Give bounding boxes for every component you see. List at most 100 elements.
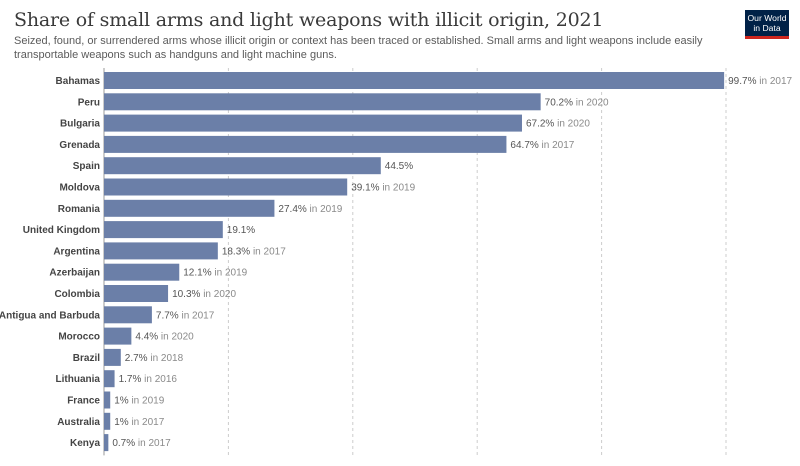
category-label: Australia (57, 417, 100, 428)
chart-title: Share of small arms and light weapons wi… (14, 9, 604, 31)
bar[interactable] (104, 412, 111, 430)
data-label: 39.1% in 2019 (351, 183, 415, 194)
bar[interactable] (104, 434, 109, 452)
category-label: Grenada (59, 140, 100, 151)
data-label: 44.5% (385, 161, 413, 172)
year-note: in 2018 (148, 353, 184, 364)
year-note: in 2016 (141, 374, 177, 385)
bar[interactable] (104, 327, 132, 345)
data-label: 18.3% in 2017 (222, 246, 286, 257)
bar[interactable] (104, 221, 223, 239)
year-note: in 2019 (380, 183, 416, 194)
data-label: 64.7% in 2017 (510, 140, 574, 151)
category-label: Antigua and Barbuda (0, 310, 100, 321)
year-note: in 2017 (179, 310, 215, 321)
data-label: 67.2% in 2020 (526, 119, 590, 130)
bar-row[interactable]: Antigua and Barbuda 7.7% in 2017 (0, 306, 215, 324)
bar[interactable] (104, 157, 381, 175)
value-text: 2.7% (125, 353, 148, 364)
category-label: Romania (58, 204, 101, 215)
category-label: Azerbaijan (49, 268, 100, 279)
bar-row[interactable]: Romania 27.4% in 2019 (58, 199, 343, 217)
year-note: in 2020 (158, 332, 194, 343)
chart-subtitle: Seized, found, or surrendered arms whose… (14, 35, 703, 61)
value-text: 10.3% (172, 289, 200, 300)
data-label: 1% in 2019 (114, 396, 164, 407)
bar[interactable] (104, 263, 180, 281)
bar[interactable] (104, 348, 121, 366)
value-text: 27.4% (278, 204, 306, 215)
category-label: Bahamas (56, 76, 101, 87)
bar[interactable] (104, 135, 507, 153)
bar-row[interactable]: Argentina 18.3% in 2017 (53, 242, 286, 260)
value-text: 1.7% (119, 374, 142, 385)
bar[interactable] (104, 114, 522, 132)
gridlines (103, 68, 727, 456)
category-label: Bulgaria (60, 119, 100, 130)
category-label: Kenya (70, 438, 100, 449)
data-label: 19.1% (227, 225, 255, 236)
category-label: Morocco (58, 332, 100, 343)
bar[interactable] (104, 306, 152, 324)
category-label: Argentina (53, 246, 100, 257)
bar[interactable] (104, 242, 218, 260)
category-label: France (67, 396, 100, 407)
year-note: in 2020 (573, 97, 609, 108)
value-text: 67.2% (526, 119, 554, 130)
value-text: 19.1% (227, 225, 255, 236)
bar-row[interactable]: Azerbaijan 12.1% in 2019 (49, 263, 248, 281)
value-text: 1% (114, 396, 129, 407)
bar-row[interactable]: France 1% in 2019 (67, 391, 165, 409)
bar-row[interactable]: Morocco 4.4% in 2020 (58, 327, 194, 345)
year-note: in 2019 (307, 204, 343, 215)
bar-row[interactable]: Bahamas 99.7% in 2017 (56, 72, 793, 89)
bar-row[interactable]: Kenya 0.7% in 2017 (70, 434, 171, 452)
value-text: 99.7% (728, 76, 756, 87)
bar[interactable] (104, 72, 725, 89)
value-text: 12.1% (183, 268, 211, 279)
category-label: Spain (73, 161, 100, 172)
category-label: United Kingdom (23, 225, 100, 236)
data-label: 2.7% in 2018 (125, 353, 184, 364)
bar-row[interactable]: Grenada 64.7% in 2017 (59, 135, 575, 153)
category-label: Colombia (54, 289, 100, 300)
owid-logo[interactable]: Our World in Data (745, 10, 789, 39)
year-note: in 2019 (129, 396, 165, 407)
category-label: Brazil (73, 353, 100, 364)
value-text: 7.7% (156, 310, 179, 321)
year-note: in 2020 (200, 289, 236, 300)
bar-row[interactable]: Moldova 39.1% in 2019 (59, 178, 416, 196)
data-label: 7.7% in 2017 (156, 310, 215, 321)
bar-row[interactable]: Bulgaria 67.2% in 2020 (60, 114, 590, 132)
bar-row[interactable]: Colombia 10.3% in 2020 (54, 285, 236, 302)
year-note: in 2020 (554, 119, 590, 130)
bar-row[interactable]: Brazil 2.7% in 2018 (73, 348, 184, 366)
value-text: 39.1% (351, 183, 379, 194)
bar[interactable] (104, 391, 111, 409)
data-label: 27.4% in 2019 (278, 204, 342, 215)
data-label: 99.7% in 2017 (728, 76, 792, 87)
bar-row[interactable]: United Kingdom 19.1% (23, 221, 255, 239)
bar-row[interactable]: Spain 44.5% (73, 157, 413, 175)
value-text: 64.7% (510, 140, 538, 151)
year-note: in 2017 (129, 417, 165, 428)
value-text: 0.7% (112, 438, 135, 449)
data-label: 0.7% in 2017 (112, 438, 171, 449)
logo-line-2: in Data (753, 23, 781, 33)
year-note: in 2017 (135, 438, 171, 449)
year-note: in 2017 (756, 76, 792, 87)
bar[interactable] (104, 93, 541, 111)
bar-row[interactable]: Australia 1% in 2017 (57, 412, 165, 430)
category-label: Peru (78, 97, 100, 108)
bar[interactable] (104, 199, 275, 217)
data-label: 1.7% in 2016 (119, 374, 178, 385)
bar[interactable] (104, 285, 169, 302)
bar[interactable] (104, 178, 348, 196)
bar-row[interactable]: Lithuania 1.7% in 2016 (56, 370, 178, 388)
year-note: in 2017 (250, 246, 286, 257)
bar[interactable] (104, 370, 115, 388)
bar-row[interactable]: Peru 70.2% in 2020 (78, 93, 609, 111)
data-label: 4.4% in 2020 (135, 332, 194, 343)
category-label: Moldova (59, 183, 100, 194)
